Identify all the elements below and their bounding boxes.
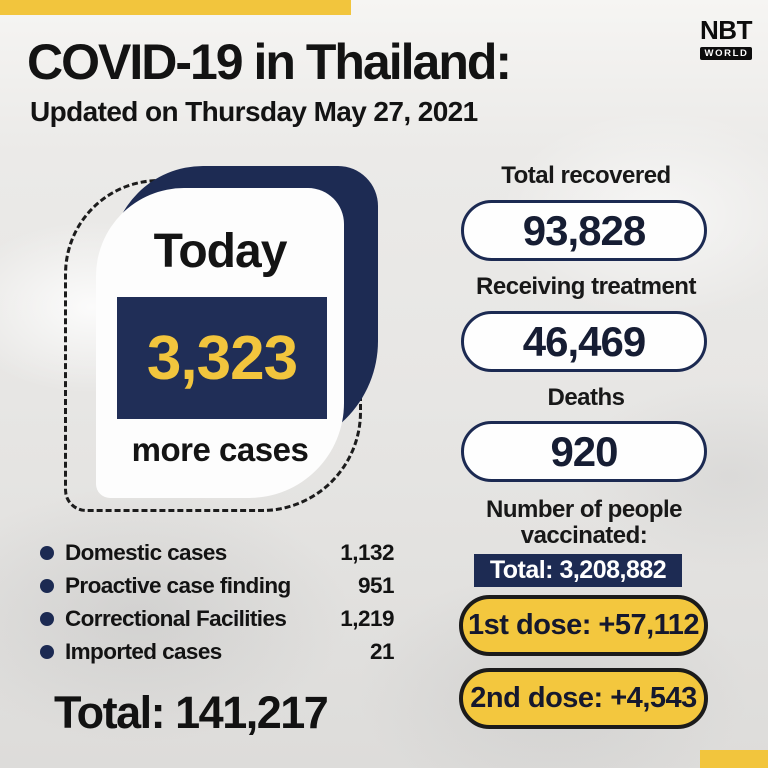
bullet-icon xyxy=(40,579,54,593)
receiving-treatment-value: 46,469 xyxy=(522,317,646,365)
total-recovered-value-pill: 93,828 xyxy=(461,200,707,261)
breakdown-value: 21 xyxy=(369,639,395,664)
today-caption: more cases xyxy=(131,431,309,468)
total-recovered-label: Total recovered xyxy=(501,162,671,189)
breakdown-label: Proactive case finding xyxy=(65,573,291,598)
breakdown-label: Imported cases xyxy=(65,639,222,664)
breakdown-row-imported: Imported cases 21 xyxy=(40,638,395,666)
bottom-corner-accent-bar xyxy=(700,750,768,768)
breakdown-label: Correctional Facilities xyxy=(65,606,287,631)
nbt-world-logo: NBT WORLD xyxy=(694,17,758,61)
receiving-treatment-value-pill: 46,469 xyxy=(461,311,707,372)
breakdown-value: 951 xyxy=(357,573,395,598)
today-label: Today xyxy=(153,225,288,278)
grand-total-cases: Total: 141,217 xyxy=(54,687,329,738)
vaccinated-total-bar: Total: 3,208,882 xyxy=(474,554,682,587)
brand-name: NBT xyxy=(700,15,752,45)
bullet-icon xyxy=(40,645,54,659)
breakdown-row-proactive: Proactive case finding 951 xyxy=(40,572,395,600)
top-accent-bar xyxy=(0,0,351,15)
breakdown-value: 1,219 xyxy=(340,606,394,631)
bullet-icon xyxy=(40,612,54,626)
today-new-cases-value: 3,323 xyxy=(146,323,298,393)
updated-date: Updated on Thursday May 27, 2021 xyxy=(30,96,478,127)
breakdown-row-domestic: Domestic cases 1,132 xyxy=(40,539,394,567)
breakdown-value: 1,132 xyxy=(340,540,394,565)
deaths-value-pill: 920 xyxy=(461,421,707,482)
today-value-box: 3,323 xyxy=(117,297,327,419)
brand-world-badge: WORLD xyxy=(699,47,753,60)
total-recovered-value: 93,828 xyxy=(522,206,646,254)
vaccinated-heading: Number of people vaccinated: xyxy=(485,496,683,549)
bullet-icon xyxy=(40,546,54,560)
first-dose-pill: 1st dose: +57,112 xyxy=(459,595,708,656)
deaths-label: Deaths xyxy=(547,384,625,411)
receiving-treatment-label: Receiving treatment xyxy=(476,273,696,300)
breakdown-label: Domestic cases xyxy=(65,540,227,565)
second-dose-pill: 2nd dose: +4,543 xyxy=(459,668,708,729)
breakdown-row-correctional: Correctional Facilities 1,219 xyxy=(40,605,394,633)
page-title: COVID-19 in Thailand: xyxy=(27,34,512,90)
deaths-value: 920 xyxy=(550,427,618,475)
